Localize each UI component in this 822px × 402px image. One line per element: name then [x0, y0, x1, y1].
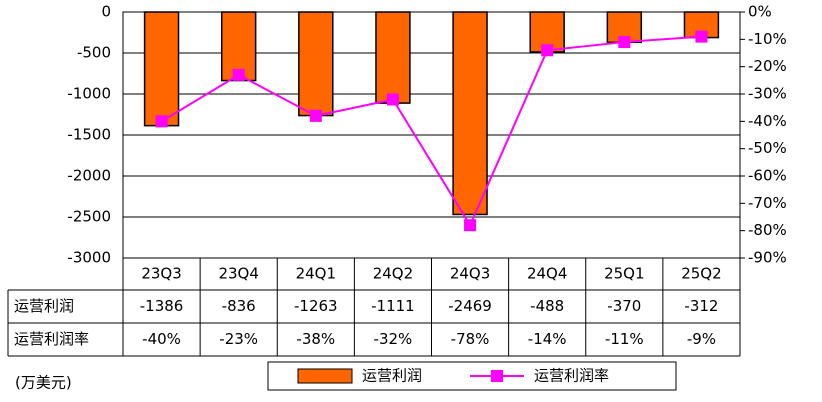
- y2-tick-label: -10%: [748, 30, 787, 48]
- bar: [452, 11, 488, 216]
- table-cell: -78%: [451, 330, 490, 348]
- bar: [298, 11, 334, 117]
- y-tick-label: -500: [77, 44, 111, 62]
- y-tick-label: -1000: [67, 85, 111, 103]
- legend-label: 运营利润率: [534, 367, 609, 385]
- y-tick-label: -3000: [67, 249, 111, 267]
- marker: [695, 30, 708, 43]
- row-label: 运营利润: [14, 297, 74, 315]
- x-tick-label: 24Q4: [527, 265, 567, 283]
- table-cell: -23%: [219, 330, 258, 348]
- legend-swatch: [297, 368, 353, 384]
- table-cell: -32%: [374, 330, 413, 348]
- x-tick-label: 25Q1: [604, 265, 644, 283]
- y2-tick-label: -40%: [748, 112, 787, 130]
- marker: [232, 68, 245, 81]
- legend-box: [267, 361, 677, 391]
- y-tick-label: 0: [101, 3, 111, 21]
- table-cell: -14%: [528, 330, 567, 348]
- y-tick-label: -1500: [67, 126, 111, 144]
- table-cell: -9%: [687, 330, 716, 348]
- y2-tick-label: -60%: [748, 167, 787, 185]
- table-cell: -40%: [142, 330, 181, 348]
- y2-tick-label: -50%: [748, 139, 787, 157]
- x-tick-label: 24Q3: [450, 265, 490, 283]
- y-tick-label: -2000: [67, 167, 111, 185]
- table-cell: -1263: [294, 297, 338, 315]
- marker: [386, 93, 399, 106]
- legend-label: 运营利润: [362, 367, 422, 385]
- y2-tick-label: -80%: [748, 221, 787, 239]
- table-cell: -1386: [140, 297, 184, 315]
- x-tick-label: 24Q1: [296, 265, 336, 283]
- table-cell: -836: [222, 297, 256, 315]
- y2-tick-label: -90%: [748, 249, 787, 267]
- table-cell: -312: [684, 297, 718, 315]
- marker: [155, 115, 168, 128]
- y-tick-label: -2500: [67, 208, 111, 226]
- table-cell: -1111: [371, 297, 415, 315]
- bar: [143, 11, 180, 127]
- marker: [541, 44, 554, 57]
- row-label: 运营利润率: [14, 330, 89, 348]
- legend-marker: [491, 370, 503, 382]
- table-cell: -2469: [448, 297, 492, 315]
- x-tick-label: 23Q4: [218, 265, 258, 283]
- y2-tick-label: -20%: [748, 57, 787, 75]
- marker: [618, 36, 631, 49]
- table-cell: -11%: [605, 330, 644, 348]
- bar: [375, 11, 411, 104]
- line: [161, 35, 702, 228]
- x-tick-label: 24Q2: [373, 265, 413, 283]
- x-tick-label: 23Q3: [141, 265, 181, 283]
- y2-tick-label: -30%: [748, 85, 787, 103]
- table-cell: -38%: [296, 330, 335, 348]
- unit-label: (万美元): [15, 374, 72, 392]
- table-cell: -488: [530, 297, 564, 315]
- x-tick-label: 25Q2: [681, 265, 721, 283]
- y2-tick-label: -70%: [748, 194, 787, 212]
- marker: [309, 109, 322, 122]
- table-cell: -370: [607, 297, 641, 315]
- y2-tick-label: 0%: [748, 3, 772, 21]
- marker: [464, 219, 477, 232]
